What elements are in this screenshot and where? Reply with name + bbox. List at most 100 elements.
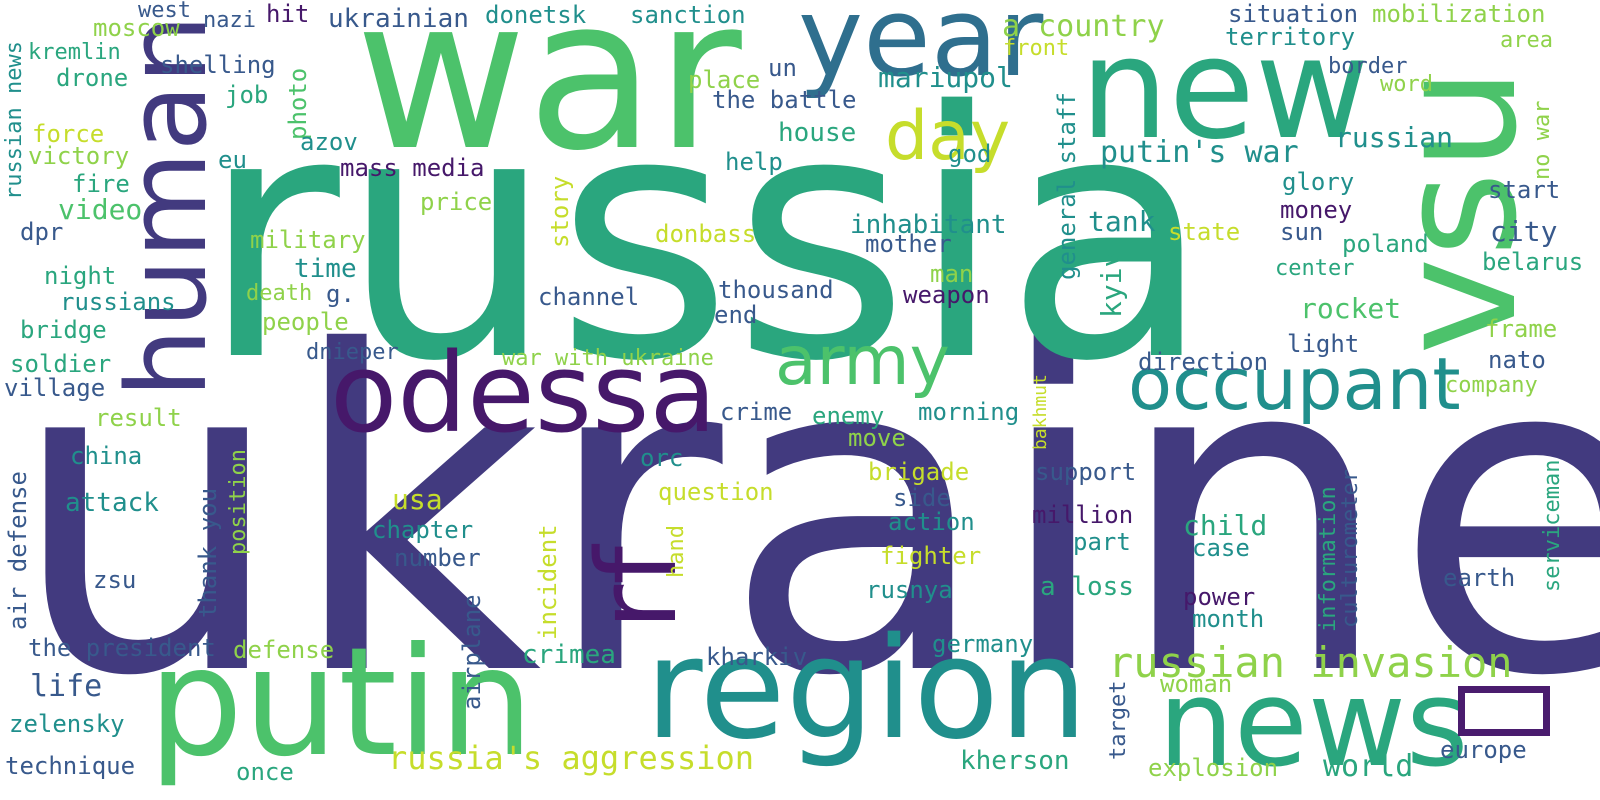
word-g: g. — [326, 280, 355, 308]
word-soldier: soldier — [10, 350, 112, 378]
word-poland: poland — [1342, 230, 1429, 258]
word-airplane: airplane — [458, 594, 486, 710]
word-military: military — [250, 226, 366, 254]
word-technique: technique — [5, 752, 136, 780]
word-news: news — [1158, 655, 1469, 794]
word-night: night — [44, 262, 117, 290]
word-price: price — [420, 188, 493, 216]
word-victory: victory — [28, 142, 130, 170]
word-kherson: kherson — [960, 746, 1070, 776]
word-hit: hit — [266, 0, 310, 28]
word-kharkiv: kharkiv — [706, 643, 808, 671]
word-god: god — [948, 140, 992, 168]
word-the-president: the president — [28, 634, 216, 662]
word-thank-you: thank you — [194, 487, 222, 618]
word-job: job — [225, 81, 269, 109]
word-tank: tank — [1088, 205, 1156, 238]
word-russian-invasion: russian invasion — [1108, 638, 1513, 687]
word-germany: germany — [932, 630, 1034, 658]
word-question: question — [658, 478, 774, 506]
word-state: state — [1168, 218, 1241, 246]
word-a-country: a country — [1002, 9, 1165, 44]
word-world: world — [1323, 749, 1414, 784]
word-bakhmut: bakhmut — [1030, 374, 1051, 450]
word-incident: incident — [534, 524, 562, 640]
word-region: region — [645, 608, 1088, 771]
word-time: time — [294, 254, 357, 284]
word-china: china — [70, 442, 143, 470]
word-azov: azov — [300, 128, 358, 156]
word-un: un — [768, 54, 797, 82]
word-war-with-ukraine: war with ukraine — [502, 346, 714, 371]
word-the-battle: the battle — [712, 86, 857, 114]
word-odessa: odessa — [330, 329, 717, 457]
word-city: city — [1490, 215, 1558, 248]
word-a-loss: a loss — [1040, 572, 1134, 602]
word-brigade: brigade — [868, 458, 970, 486]
word-zelensky: zelensky — [9, 710, 125, 738]
word-help: help — [725, 148, 783, 176]
word-crime: crime — [720, 398, 793, 426]
word-russian: russian — [1335, 121, 1454, 154]
word-light: light — [1287, 330, 1360, 358]
word-end: end — [714, 301, 758, 329]
word-donetsk: donetsk — [485, 1, 587, 29]
word-target: target — [1106, 680, 1131, 760]
word-bridge: bridge — [20, 316, 107, 344]
word-orc: orc — [640, 444, 684, 472]
word-word: word — [1380, 72, 1433, 97]
word-new: new — [1080, 8, 1370, 171]
word-serviceman: serviceman — [1540, 459, 1565, 592]
word-village: village — [4, 374, 106, 402]
word-europe: europe — [1440, 736, 1527, 764]
word-eu: eu — [218, 146, 247, 174]
word-inhabitant: inhabitant — [850, 210, 1007, 240]
word-fire: fire — [72, 170, 130, 198]
word-ukrainian: ukrainian — [328, 4, 469, 34]
word-once: once — [236, 758, 294, 786]
word-start: start — [1488, 176, 1561, 204]
word-thousand: thousand — [718, 276, 834, 304]
word-explosion: explosion — [1148, 754, 1279, 782]
word-sanction: sanction — [630, 1, 746, 29]
word-video: video — [58, 193, 143, 226]
word-drone: drone — [56, 64, 129, 92]
word-weapon: weapon — [903, 281, 990, 309]
word-side: side — [893, 484, 951, 512]
word-story: story — [546, 175, 574, 248]
word-war: war — [355, 0, 742, 197]
word-center: center — [1275, 256, 1355, 281]
word-power: power — [1183, 583, 1256, 611]
word-case: case — [1192, 534, 1250, 562]
word-information: information — [1316, 486, 1341, 632]
word-dnieper: dnieper — [306, 340, 399, 365]
word-direction: direction — [1138, 348, 1269, 376]
word-border: border — [1328, 54, 1408, 79]
word-frame: frame — [1485, 315, 1558, 343]
word-ukraine: ukraine — [8, 260, 1600, 772]
word-support: support — [1035, 458, 1137, 486]
word-morning: morning — [918, 398, 1020, 426]
word-russias-aggression: russia's aggression — [388, 739, 755, 777]
word-zsu: zsu — [93, 566, 137, 594]
word-house: house — [778, 118, 857, 148]
empty-rectangle-glyph — [1458, 686, 1550, 736]
word-mother: mother — [865, 230, 952, 258]
word-front: front — [1003, 36, 1070, 61]
word-money: money — [1280, 196, 1353, 224]
word-culturometer: culturometer — [1338, 469, 1363, 628]
word-usa: usa — [392, 483, 443, 516]
word-putin: putin — [148, 616, 534, 790]
word-move: move — [848, 424, 906, 452]
word-hand: hand — [664, 525, 689, 578]
word-crimea: crimea — [522, 640, 616, 670]
word-general-staff: general staff — [1053, 92, 1081, 280]
word-life: life — [30, 669, 103, 704]
word-month: month — [1192, 605, 1265, 633]
word-chapter: chapter — [372, 516, 474, 544]
word-year: year — [798, 0, 1044, 101]
word-mobilization: mobilization — [1372, 0, 1546, 28]
word-earth: earth — [1443, 564, 1516, 592]
word-result: result — [95, 404, 182, 432]
